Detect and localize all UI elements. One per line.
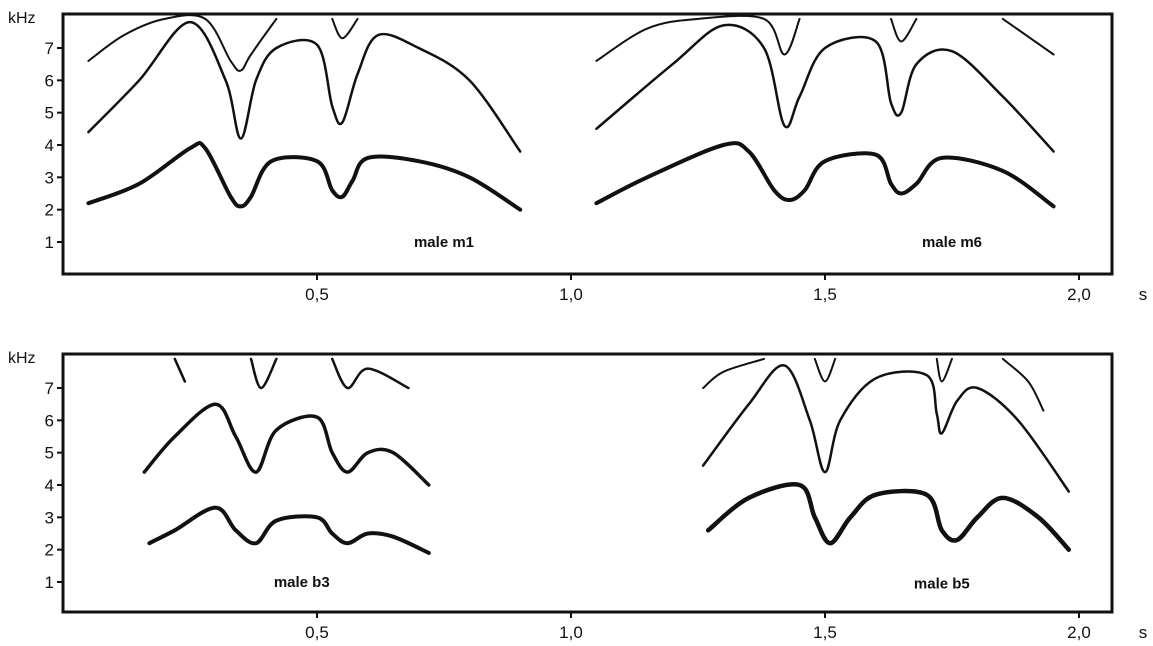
x-unit-label: s [1139, 623, 1148, 642]
contour-line-4 [330, 357, 410, 390]
x-tick-label: 1,5 [813, 623, 837, 642]
contour-line-6 [701, 364, 1071, 493]
y-unit-label: kHz [8, 350, 36, 367]
contour-line-8 [1001, 17, 1055, 56]
contour-line-3 [249, 357, 278, 390]
label-male-m6: male m6 [922, 234, 982, 251]
contour-line-5 [705, 482, 1072, 552]
contour-line-0 [86, 141, 523, 212]
y-tick-label: 3 [45, 508, 54, 527]
contour-line-1 [142, 402, 431, 487]
y-tick-label: 6 [45, 411, 54, 430]
label-male-m1: male m1 [414, 234, 474, 251]
spectrogram-panel-bottom: kHz12345670,51,01,52,02,53,03,54,0smale … [8, 350, 1148, 642]
y-tick-label: 7 [45, 379, 54, 398]
y-tick-label: 2 [45, 541, 54, 560]
x-tick-label: 2,0 [1067, 623, 1091, 642]
x-tick-label: 0,5 [305, 285, 329, 304]
label-male-b5: male b5 [914, 576, 970, 593]
contour-line-2 [87, 15, 278, 72]
y-tick-label: 2 [45, 201, 54, 220]
y-tick-label: 4 [45, 476, 54, 495]
y-tick-label: 4 [45, 136, 54, 155]
spectrogram-panel-top: kHz12345670,51,01,52,02,53,03,54,0smale … [8, 10, 1148, 304]
contour-line-8 [813, 357, 837, 383]
contour-line-7 [702, 357, 765, 389]
x-tick-label: 1,0 [559, 285, 583, 304]
contour-line-6 [595, 15, 801, 62]
label-male-b3: male b3 [274, 574, 330, 591]
contour-line-3 [331, 17, 359, 40]
contour-line-7 [890, 17, 918, 43]
x-tick-label: 1,5 [813, 285, 837, 304]
contour-group [142, 357, 1072, 555]
contour-group [86, 15, 1056, 212]
y-tick-label: 5 [45, 104, 54, 123]
contour-line-1 [87, 20, 522, 153]
plot-frame [61, 352, 1114, 614]
x-tick-label: 1,0 [559, 623, 583, 642]
y-tick-label: 3 [45, 168, 54, 187]
y-tick-label: 6 [45, 71, 54, 90]
contour-line-4 [594, 141, 1056, 209]
contour-line-10 [1001, 357, 1045, 412]
contour-line-5 [595, 23, 1055, 153]
contour-line-9 [935, 357, 953, 383]
x-unit-label: s [1139, 285, 1148, 304]
y-tick-label: 1 [45, 573, 54, 592]
y-unit-label: kHz [8, 10, 36, 27]
y-tick-label: 1 [45, 233, 54, 252]
y-tick-label: 5 [45, 444, 54, 463]
x-tick-label: 0,5 [305, 623, 329, 642]
y-tick-label: 7 [45, 39, 54, 58]
contour-line-2 [173, 357, 187, 383]
x-tick-label: 2,0 [1067, 285, 1091, 304]
contour-line-0 [147, 505, 431, 555]
